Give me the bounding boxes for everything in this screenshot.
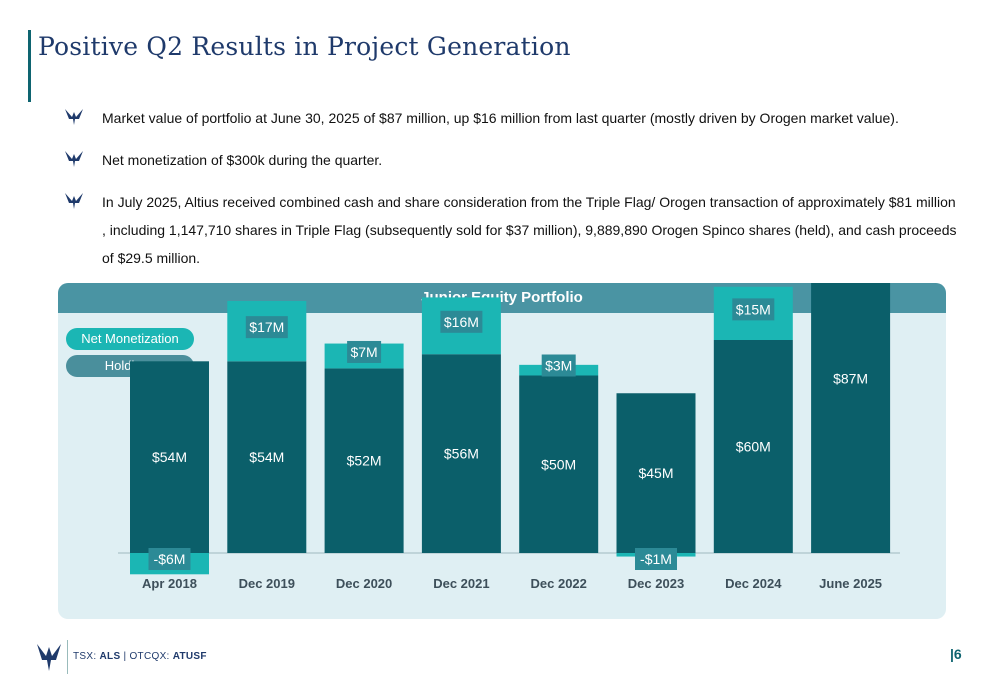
holdings-bar	[811, 283, 891, 553]
bullet-item: Net monetization of $300k during the qua…	[62, 146, 962, 174]
x-tick-label: Dec 2020	[336, 576, 392, 591]
net-value-label: $15M	[736, 301, 771, 317]
holdings-value-label: $60M	[736, 439, 771, 455]
holdings-bar	[519, 375, 599, 553]
net-value-label-box	[635, 548, 677, 570]
net-value-label-box	[347, 340, 382, 363]
footer-divider	[67, 640, 68, 674]
footer-tsx-prefix: TSX:	[73, 651, 100, 662]
net-value-label-box	[541, 354, 576, 377]
net-value-label: $16M	[444, 314, 479, 330]
page-number: |6	[950, 646, 962, 662]
net-value-label: $7M	[350, 344, 377, 360]
holdings-bar	[130, 361, 209, 553]
x-tick-label: Dec 2022	[531, 576, 587, 591]
holdings-value-label: $56M	[444, 446, 479, 462]
net-value-label: -$6M	[154, 551, 186, 567]
holdings-value-label: $45M	[638, 465, 673, 481]
chart-title: Junior Equity Portfolio	[58, 283, 946, 313]
holdings-bar	[421, 354, 501, 553]
holdings-bar	[324, 368, 404, 553]
bullet-item: In July 2025, Altius received combined c…	[62, 188, 962, 272]
title-accent-bar	[28, 30, 31, 102]
x-tick-label: Dec 2021	[433, 576, 489, 591]
holdings-value-label: $50M	[541, 456, 576, 472]
x-tick-label: Apr 2018	[142, 576, 197, 591]
legend-net-monetization: Net Monetization	[66, 328, 194, 350]
bullet-list: Market value of portfolio at June 30, 20…	[62, 104, 962, 286]
bullet-item: Market value of portfolio at June 30, 20…	[62, 104, 962, 132]
net-value-label-box	[732, 298, 775, 321]
x-tick-label: Dec 2023	[628, 576, 684, 591]
net-value-label: $17M	[249, 319, 284, 335]
chart-panel: Junior Equity Portfolio Net Monetization…	[58, 283, 946, 619]
footer-tickers: TSX: ALS | OTCQX: ATUSF	[73, 651, 207, 662]
net-value-label-box	[245, 316, 288, 339]
bullet-text: Net monetization of $300k during the qua…	[102, 152, 383, 168]
x-tick-label: Dec 2024	[725, 576, 782, 591]
bar-chart: $54M -$6M Apr 2018 $54M $17M Dec 2019 $52M $7M D…	[118, 283, 900, 591]
footer-tsx-ticker: ALS	[99, 651, 121, 662]
page-title: Positive Q2 Results in Project Generatio…	[38, 32, 571, 61]
x-tick-label: June 2025	[819, 576, 882, 591]
eagle-icon	[65, 193, 83, 209]
holdings-value-label: $54M	[249, 449, 284, 465]
net-value-label: -$1M	[640, 551, 672, 567]
footer-separator: | OTCQX:	[120, 651, 173, 662]
eagle-logo-icon	[37, 644, 61, 671]
x-tick-label: Dec 2019	[239, 576, 295, 591]
holdings-value-label: $52M	[347, 453, 382, 469]
net-value-label-box	[148, 548, 191, 570]
holdings-bar	[713, 340, 793, 553]
eagle-icon	[65, 151, 83, 167]
holdings-bar	[616, 393, 696, 553]
net-value-label: $3M	[545, 358, 572, 374]
bullet-text: In July 2025, Altius received combined c…	[102, 194, 957, 266]
eagle-icon	[65, 109, 83, 125]
holdings-value-label: $54M	[152, 449, 187, 465]
net-value-label-box	[440, 310, 483, 333]
bullet-text: Market value of portfolio at June 30, 20…	[102, 110, 899, 126]
holdings-bar	[227, 361, 307, 553]
holdings-value-label: $87M	[833, 371, 868, 387]
footer-otc-ticker: ATUSF	[172, 651, 207, 662]
